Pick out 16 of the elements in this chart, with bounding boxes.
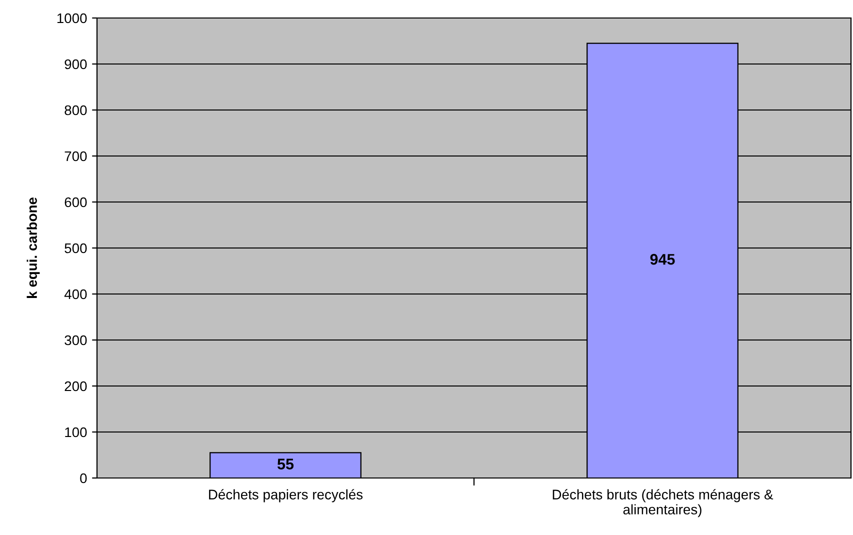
x-tick-label: Déchets bruts (déchets ménagers & alimentaires) — [552, 489, 774, 518]
y-tick-label: 100 — [65, 427, 87, 438]
y-tick-label: 900 — [64, 59, 87, 70]
y-tick-label: 400 — [64, 289, 87, 300]
y-tick-label: 0 — [80, 473, 87, 484]
y-tick-label: 1000 — [57, 13, 87, 24]
data-label: 55 — [277, 458, 294, 470]
y-tick-label: 200 — [64, 381, 87, 392]
y-tick-label: 700 — [64, 151, 87, 162]
data-label: 945 — [650, 254, 675, 265]
y-axis-title: k equi. carbone — [26, 198, 40, 298]
y-tick-label: 500 — [64, 243, 87, 254]
y-tick-label: 300 — [64, 335, 87, 346]
x-tick-label: Déchets papiers recyclés — [209, 489, 363, 502]
y-tick-label: 800 — [64, 105, 87, 116]
y-tick-label: 600 — [64, 197, 87, 208]
